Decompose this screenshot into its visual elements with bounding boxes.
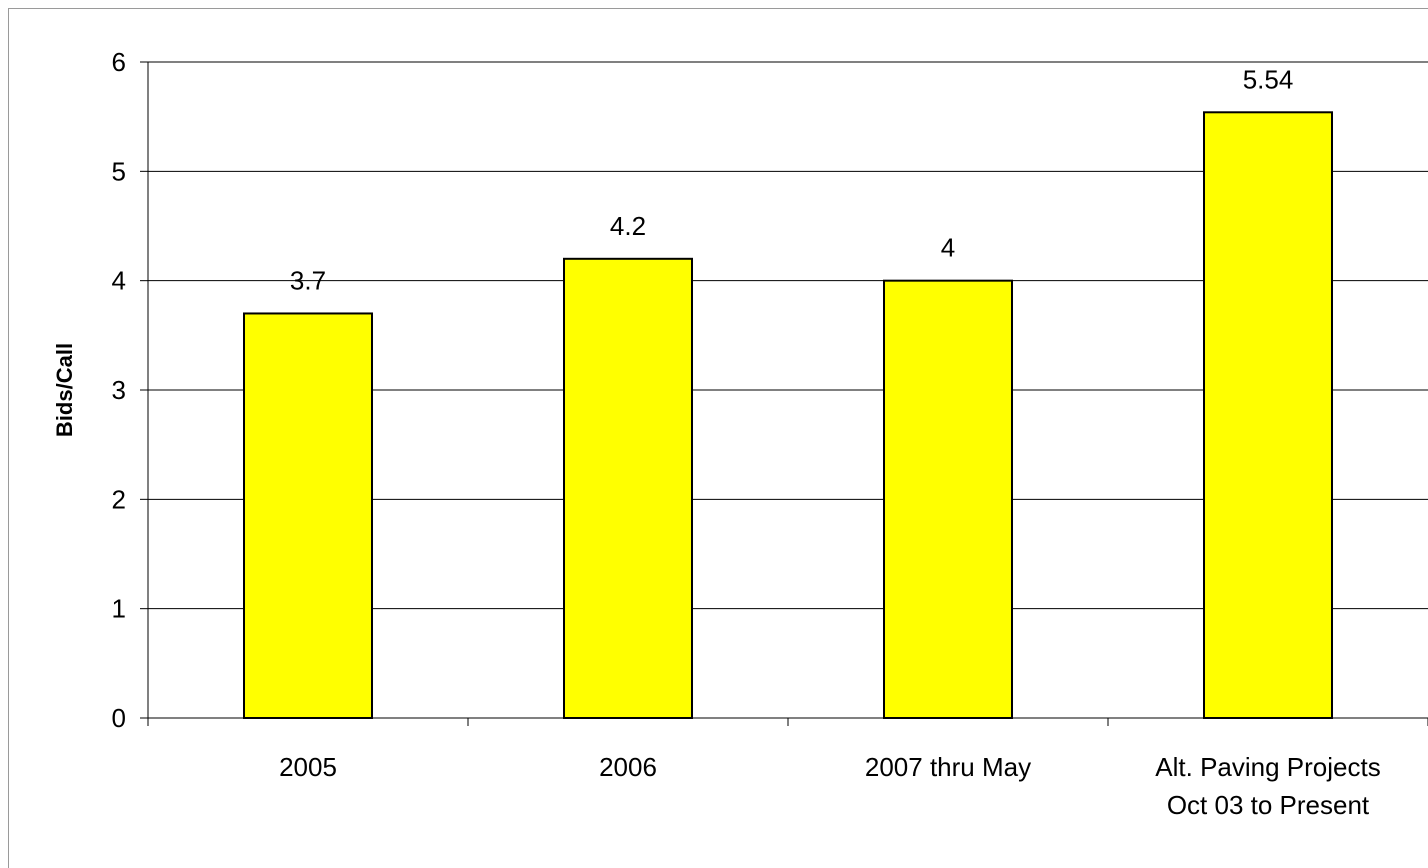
data-label-0: 3.7 [290, 265, 326, 295]
y-tick-label-6: 6 [112, 47, 126, 77]
data-label-2: 4 [941, 233, 955, 263]
y-tick-label-5: 5 [112, 156, 126, 186]
x-tick-label-1: 2006 [599, 752, 657, 782]
chart-frame [8, 8, 1428, 868]
data-label-3: 5.54 [1243, 64, 1294, 94]
labels: 0 1 2 3 4 5 6 3.7 2005 4.2 2006 4 2007 thru May 5.54 A… [112, 47, 1381, 820]
x-tick-label-3-line-0: Alt. Paving Projects [1155, 752, 1380, 782]
axes [140, 61, 1428, 726]
x-tick-label-3-line-1: Oct 03 to Present [1167, 790, 1370, 820]
bar-2 [883, 279, 1013, 719]
bars [243, 111, 1333, 719]
y-tick-label-1: 1 [112, 594, 126, 624]
y-tick-label-2: 2 [112, 484, 126, 514]
x-tick-label-0: 2005 [279, 752, 337, 782]
y-tick-label-3: 3 [112, 375, 126, 405]
y-axis-title: Bids/Call [52, 343, 77, 437]
bar-3 [1203, 111, 1333, 719]
x-tick-label-2: 2007 thru May [865, 752, 1031, 782]
y-tick-label-4: 4 [112, 266, 126, 296]
data-label-1: 4.2 [610, 211, 646, 241]
bar-1 [563, 257, 693, 719]
y-tick-label-0: 0 [112, 703, 126, 733]
